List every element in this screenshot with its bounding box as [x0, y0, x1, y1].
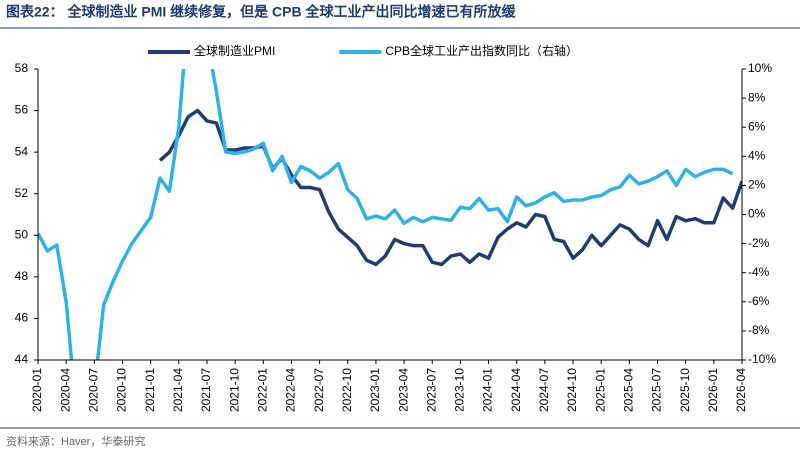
x-tick-label: 2021-07 — [199, 368, 213, 412]
y-tick-label: 46 — [15, 311, 29, 325]
y2-tick-label: 10% — [748, 61, 772, 75]
x-tick-label: 2023-04 — [396, 368, 410, 412]
y-tick-label: 48 — [15, 269, 29, 283]
series-line — [158, 108, 742, 267]
x-tick-label: 2024-01 — [481, 368, 495, 412]
x-tick-label: 2021-04 — [171, 368, 185, 412]
y2-tick-label: -2% — [748, 236, 770, 250]
legend-label: 全球制造业PMI — [194, 43, 275, 58]
x-tick-label: 2020-07 — [86, 368, 100, 412]
x-tick-label: 2022-04 — [284, 368, 298, 412]
x-tick-label: 2020-01 — [30, 368, 44, 412]
y2-tick-label: 6% — [748, 119, 766, 133]
series-line — [38, 69, 734, 360]
x-tick-label: 2020-04 — [58, 368, 72, 412]
x-tick-label: 2023-10 — [453, 368, 467, 412]
y-tick-label: 56 — [15, 103, 29, 117]
x-tick-label: 2023-01 — [368, 368, 382, 412]
y-tick-label: 58 — [15, 61, 29, 75]
y2-tick-label: -8% — [748, 323, 770, 337]
x-tick-label: 2026-01 — [706, 368, 720, 412]
source: 资料来源：Haver，华泰研究 — [6, 434, 145, 448]
chart-title: 图表22： 全球制造业 PMI 继续修复，但是 CPB 全球工业产出同比增速已有… — [6, 4, 516, 20]
x-tick-label: 2020-10 — [115, 368, 129, 412]
x-tick-label: 2021-10 — [227, 368, 241, 412]
x-tick-label: 2022-10 — [340, 368, 354, 412]
x-tick-label: 2024-10 — [565, 368, 579, 412]
x-tick-label: 2021-01 — [143, 368, 157, 412]
x-tick-label: 2022-01 — [255, 368, 269, 412]
x-tick-label: 2024-04 — [509, 368, 523, 412]
x-tick-label: 2025-04 — [622, 368, 636, 412]
legend-label: CPB全球工业产出指数同比（右轴） — [385, 43, 578, 58]
y2-tick-label: 8% — [748, 90, 766, 104]
y2-tick-label: -4% — [748, 265, 770, 279]
x-tick-label: 2025-10 — [678, 368, 692, 412]
x-tick-label: 2023-07 — [424, 368, 438, 412]
x-tick-label: 2025-07 — [650, 368, 664, 412]
y2-tick-label: 2% — [748, 178, 766, 192]
y2-tick-label: -10% — [748, 352, 776, 366]
plot-area — [38, 69, 742, 360]
y2-tick-label: -6% — [748, 294, 770, 308]
y2-tick-label: 0% — [748, 207, 766, 221]
x-tick-label: 2022-07 — [312, 368, 326, 412]
x-tick-label: 2024-07 — [537, 368, 551, 412]
x-tick-label: 2026-04 — [734, 368, 748, 412]
x-tick-label: 2025-01 — [593, 368, 607, 412]
y-tick-label: 44 — [15, 352, 29, 366]
y2-tick-label: 4% — [748, 148, 766, 162]
y-tick-label: 52 — [15, 186, 29, 200]
y-tick-label: 54 — [15, 144, 29, 158]
y-tick-label: 50 — [15, 227, 29, 241]
